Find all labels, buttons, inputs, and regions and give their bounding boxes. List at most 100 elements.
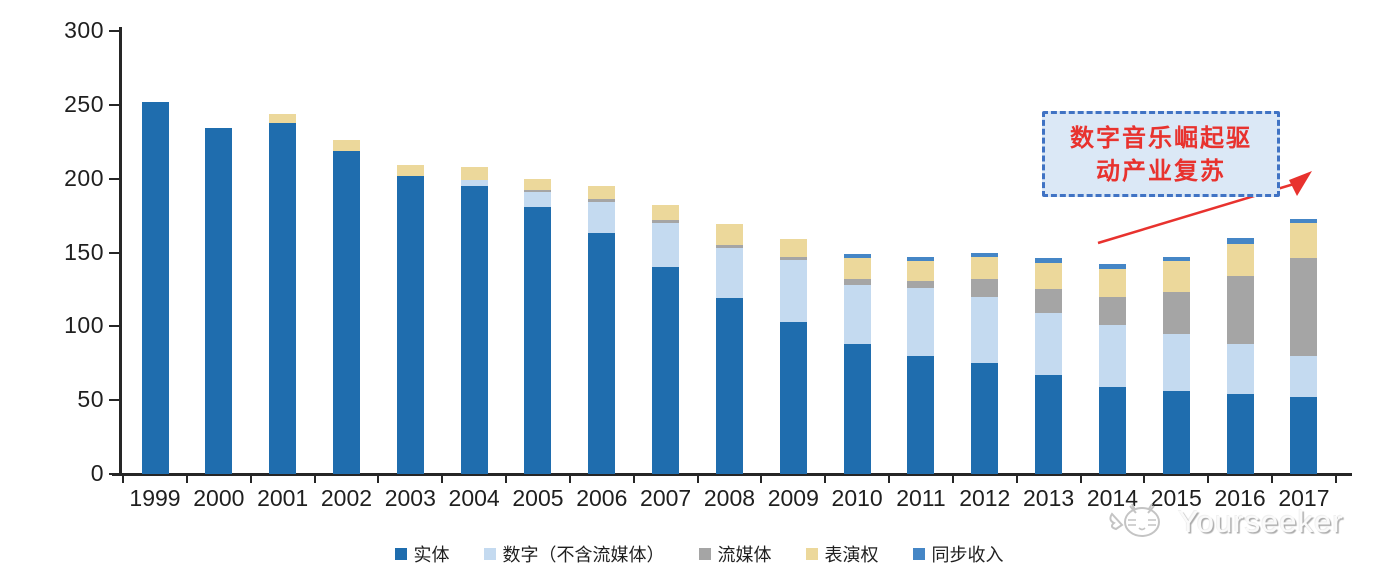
bar-segment-performance-rights-2005	[524, 178, 552, 191]
legend-item-physical: 实体	[394, 541, 450, 567]
bar-segment-performance-rights-2012	[971, 256, 999, 280]
x-tick-mark	[1271, 475, 1274, 483]
x-tick-mark	[249, 475, 252, 483]
legend-label-sync-revenue: 同步收入	[931, 545, 1004, 566]
bar-segment-streaming-2006	[588, 199, 616, 203]
legend-swatch-sync-revenue	[912, 548, 925, 560]
y-tick-mark	[109, 251, 120, 254]
legend-item-sync-revenue: 同步收入	[912, 541, 1004, 567]
bar-segment-performance-rights-2011	[907, 261, 935, 281]
x-tick-mark	[441, 475, 444, 483]
bar-segment-physical-2006	[588, 233, 616, 474]
bar-segment-performance-rights-2004	[460, 166, 488, 181]
legend-item-performance-rights: 表演权	[805, 541, 879, 567]
x-tick-mark	[1015, 475, 1018, 483]
y-axis-label: 200	[64, 164, 104, 191]
x-tick-mark	[824, 475, 827, 483]
bar-segment-sync-revenue-2015	[1162, 256, 1190, 262]
bar-segment-streaming-2007	[652, 220, 680, 223]
annotation-text-line1: 数字音乐崛起驱	[1070, 123, 1252, 152]
bar-segment-performance-rights-2009	[779, 239, 807, 257]
bar-segment-digital-excl-streaming-2017	[1290, 355, 1318, 398]
x-tick-mark	[1334, 475, 1337, 483]
x-axis-label-2012: 2012	[959, 485, 1011, 511]
x-tick-mark	[377, 475, 380, 483]
bar-segment-physical-2015	[1162, 391, 1190, 474]
bar-segment-physical-2001	[269, 122, 297, 474]
bar-segment-streaming-2014	[1098, 296, 1126, 325]
bar-segment-digital-excl-streaming-2016	[1226, 344, 1254, 395]
x-tick-mark	[185, 475, 188, 483]
bar-segment-digital-excl-streaming-2009	[779, 259, 807, 322]
x-axis-label-2006: 2006	[576, 485, 628, 511]
bar-segment-performance-rights-2017	[1290, 222, 1318, 259]
bar-segment-sync-revenue-2017	[1290, 218, 1318, 223]
x-axis-label-1999: 1999	[129, 485, 181, 511]
bar-segment-physical-2011	[907, 355, 935, 474]
bar-segment-sync-revenue-2016	[1226, 237, 1254, 244]
bar-segment-digital-excl-streaming-2004	[460, 180, 488, 187]
y-axis-label: 150	[64, 238, 104, 265]
legend-item-digital-excl-streaming: 数字（不含流媒体）	[483, 541, 665, 567]
legend-label-performance-rights: 表演权	[824, 545, 879, 566]
x-axis-label-2005: 2005	[512, 485, 564, 511]
bar-segment-digital-excl-streaming-2012	[971, 296, 999, 364]
x-tick-mark	[696, 475, 699, 483]
x-tick-mark	[568, 475, 571, 483]
bar-segment-physical-2010	[843, 344, 871, 474]
bar-segment-streaming-2016	[1226, 276, 1254, 345]
bar-segment-physical-2016	[1226, 394, 1254, 474]
x-axis-label-2002: 2002	[320, 485, 373, 511]
x-tick-mark	[505, 475, 508, 483]
legend-label-digital-excl-streaming: 数字（不含流媒体）	[502, 545, 665, 566]
x-tick-mark	[122, 475, 125, 483]
y-tick-mark	[109, 325, 120, 328]
legend-swatch-digital-excl-streaming	[483, 548, 496, 560]
x-axis-label-2013: 2013	[1023, 485, 1075, 511]
legend-swatch-streaming	[698, 548, 711, 560]
bar-segment-digital-excl-streaming-2006	[588, 202, 616, 234]
legend-label-physical: 实体	[413, 545, 450, 566]
bar-segment-digital-excl-streaming-2007	[652, 222, 680, 268]
legend-label-streaming: 流媒体	[717, 545, 772, 566]
bar-segment-streaming-2008	[715, 245, 743, 249]
bar-segment-performance-rights-2014	[1098, 268, 1126, 297]
x-axis-label-2017: 2017	[1278, 485, 1330, 511]
x-axis-label-2003: 2003	[384, 485, 436, 511]
bar-segment-performance-rights-2007	[652, 205, 680, 220]
bar-segment-performance-rights-2015	[1162, 261, 1190, 293]
x-tick-mark	[313, 475, 316, 483]
legend-swatch-performance-rights	[805, 548, 818, 560]
x-axis-label-2015: 2015	[1150, 485, 1202, 511]
bar-segment-physical-2014	[1098, 386, 1126, 474]
x-axis-label-2000: 2000	[193, 485, 245, 511]
bar-segment-sync-revenue-2010	[843, 253, 871, 259]
bar-segment-streaming-2013	[1035, 289, 1063, 314]
bar-segment-physical-2009	[779, 321, 807, 474]
bar-segment-sync-revenue-2013	[1035, 258, 1063, 263]
bar-segment-physical-2013	[1035, 375, 1063, 474]
legend-item-streaming: 流媒体	[698, 541, 772, 567]
bar-segment-physical-2008	[715, 298, 743, 474]
bar-segment-physical-2000	[205, 128, 233, 474]
bar-segment-performance-rights-2002	[332, 140, 360, 151]
x-axis-label-2008: 2008	[703, 485, 756, 511]
bar-segment-physical-2004	[460, 186, 488, 474]
bar-segment-streaming-2012	[971, 279, 999, 297]
y-tick-mark	[109, 103, 120, 106]
bar-segment-physical-1999	[141, 101, 169, 474]
bar-segment-streaming-2009	[779, 256, 807, 260]
x-axis-line	[112, 473, 1352, 476]
bar-segment-digital-excl-streaming-2013	[1035, 313, 1063, 376]
y-axis-label: 250	[64, 90, 104, 117]
bar-segment-performance-rights-2006	[588, 186, 616, 200]
bar-segment-sync-revenue-2012	[971, 252, 999, 257]
x-axis-label-2011: 2011	[896, 485, 946, 511]
x-axis-label-2010: 2010	[831, 485, 883, 511]
bar-segment-physical-2002	[332, 150, 360, 474]
bar-segment-physical-2007	[652, 267, 680, 474]
y-axis-label: 50	[77, 386, 104, 413]
x-axis-label-2001: 2001	[257, 485, 309, 511]
y-axis-label: 0	[90, 460, 104, 486]
x-tick-mark	[1207, 475, 1210, 483]
